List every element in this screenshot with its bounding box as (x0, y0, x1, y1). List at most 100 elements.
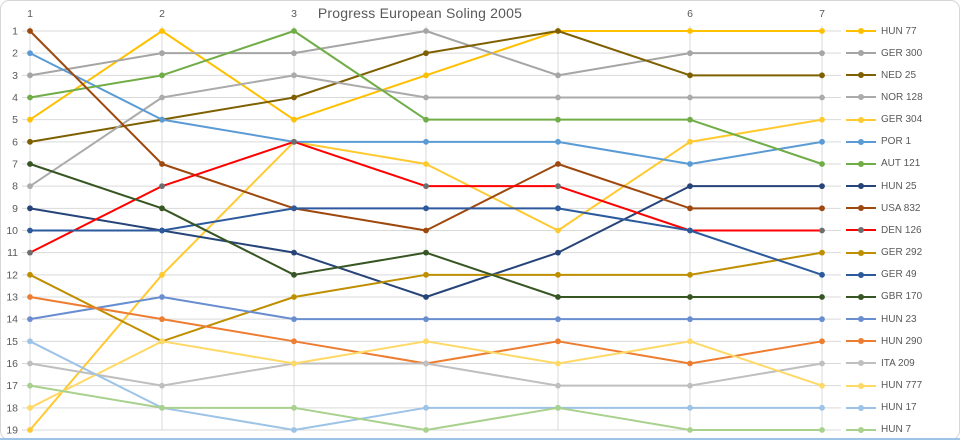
series-marker (687, 316, 693, 323)
series-marker (423, 294, 429, 300)
series-marker (819, 94, 825, 101)
y-tick-label: 17 (6, 380, 18, 392)
legend-swatch (846, 401, 876, 415)
series-marker (423, 50, 429, 57)
series-marker (555, 271, 561, 278)
legend-item-hun-25[interactable]: HUN 25 (846, 179, 917, 193)
y-tick-label: 18 (6, 402, 18, 414)
legend-swatch (846, 90, 876, 104)
legend-item-hun-290[interactable]: HUN 290 (846, 334, 922, 348)
series-marker (291, 294, 297, 300)
x-tick-label: 2 (159, 8, 165, 20)
series-marker (687, 94, 693, 101)
legend-label: GER 292 (881, 247, 923, 259)
legend-item-gbr-170[interactable]: GBR 170 (846, 290, 922, 304)
y-tick-label: 13 (6, 291, 18, 303)
series-marker (423, 227, 429, 234)
legend-item-ger-300[interactable]: GER 300 (846, 46, 922, 60)
series-marker (555, 28, 561, 34)
legend-label: GBR 170 (881, 291, 923, 303)
legend-item-nor-128[interactable]: NOR 128 (846, 90, 923, 104)
legend-swatch (846, 201, 876, 215)
legend-item-usa-832[interactable]: USA 832 (846, 201, 920, 215)
series-marker (687, 205, 693, 212)
legend-item-hun-17[interactable]: HUN 17 (846, 401, 917, 415)
series-marker (819, 161, 825, 167)
series-marker (555, 316, 561, 323)
legend: HUN 77 GER 300 NED 25 NOR 128 GER 304 POR 1 AU… (846, 0, 958, 440)
series-marker (687, 294, 693, 300)
series-marker (555, 183, 561, 190)
series-marker (687, 382, 693, 389)
series-marker (291, 271, 297, 278)
legend-swatch (846, 135, 876, 149)
legend-item-hun-7[interactable]: HUN 7 (846, 423, 911, 437)
legend-swatch (846, 179, 876, 193)
x-tick-label: 7 (819, 8, 825, 20)
legend-item-ger-49[interactable]: GER 49 (846, 268, 917, 282)
series-marker (687, 183, 693, 190)
legend-item-ita-209[interactable]: ITA 209 (846, 356, 915, 370)
legend-label: POR 1 (881, 136, 912, 148)
legend-swatch (846, 223, 876, 237)
legend-swatch (846, 379, 876, 393)
legend-swatch (846, 157, 876, 171)
series-marker (27, 227, 33, 234)
series-marker (423, 94, 429, 101)
series-marker (27, 382, 33, 389)
series-marker (159, 338, 165, 345)
series-marker (27, 338, 33, 345)
series-marker (555, 227, 561, 234)
series-marker (555, 294, 561, 300)
legend-label: HUN 290 (881, 335, 923, 347)
y-tick-label: 14 (6, 314, 18, 326)
series-marker (291, 404, 297, 411)
legend-item-por-1[interactable]: POR 1 (846, 135, 911, 149)
legend-swatch (846, 290, 876, 304)
legend-item-ned-25[interactable]: NED 25 (846, 68, 916, 82)
series-marker (687, 360, 693, 367)
y-tick-label: 1 (12, 26, 18, 38)
y-tick-label: 16 (6, 358, 18, 370)
series-marker (423, 183, 429, 190)
series-marker (555, 205, 561, 212)
legend-label: GER 300 (881, 47, 923, 59)
series-marker (687, 50, 693, 57)
legend-item-aut-121[interactable]: AUT 121 (846, 157, 920, 171)
series-marker (423, 316, 429, 323)
x-tick-label: 1 (27, 8, 33, 20)
series-marker (423, 360, 429, 367)
series-marker (291, 338, 297, 345)
series-marker (159, 183, 165, 190)
series-marker (819, 294, 825, 300)
series-marker (555, 249, 561, 256)
legend-item-hun-77[interactable]: HUN 77 (846, 24, 917, 38)
legend-item-den-126[interactable]: DEN 126 (846, 223, 922, 237)
series-marker (291, 249, 297, 256)
x-tick-label: 3 (291, 8, 297, 20)
legend-label: USA 832 (881, 202, 921, 214)
series-marker (27, 183, 33, 190)
series-marker (27, 294, 33, 300)
series-marker (555, 382, 561, 389)
legend-swatch (846, 268, 876, 282)
series-marker (27, 72, 33, 79)
series-marker (423, 205, 429, 212)
series-marker (819, 360, 825, 367)
series-marker (423, 116, 429, 123)
series-marker (159, 116, 165, 123)
series-marker (819, 205, 825, 212)
legend-label: HUN 17 (881, 402, 917, 414)
series-marker (555, 138, 561, 145)
series-marker (687, 138, 693, 145)
legend-item-ger-304[interactable]: GER 304 (846, 113, 922, 127)
legend-item-hun-23[interactable]: HUN 23 (846, 312, 917, 326)
legend-label: ITA 209 (881, 357, 915, 369)
legend-item-hun-777[interactable]: HUN 777 (846, 379, 922, 393)
series-marker (159, 382, 165, 389)
chart-title[interactable]: Progress European Soling 2005 (317, 5, 523, 21)
y-tick-label: 15 (6, 336, 18, 348)
series-marker (555, 161, 561, 167)
legend-item-ger-292[interactable]: GER 292 (846, 246, 922, 260)
